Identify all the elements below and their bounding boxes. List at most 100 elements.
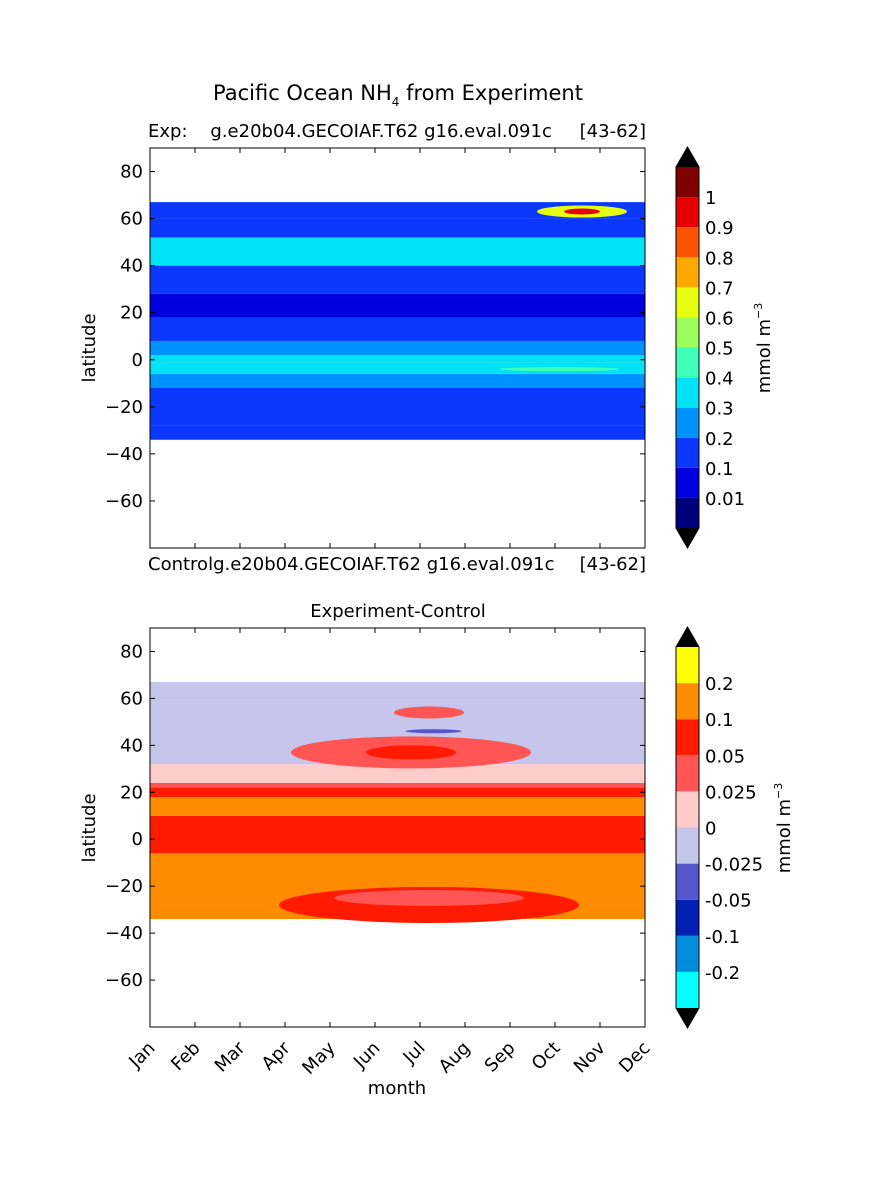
- top-feature-patch-0.4: [248, 238, 439, 261]
- colorbar-swatch: [676, 437, 699, 468]
- colorbar-tick-label: 0.05: [705, 746, 745, 767]
- top-subplot: Exp: g.e20b04.GECOIAF.T62 g16.eval.091c …: [79, 121, 775, 575]
- colorbar-outline: [675, 625, 700, 1030]
- xtick-label-feb: Feb: [167, 1038, 204, 1075]
- colorbar-tick-label: 0.1: [705, 459, 734, 480]
- colorbar-tick-label: 0: [705, 819, 716, 840]
- colorbar-swatch: [676, 827, 699, 864]
- top-title-left: Exp: g.e20b04.GECOIAF.T62 g16.eval.091c: [148, 121, 552, 142]
- colorbar-swatch: [676, 935, 699, 972]
- xtick-label-nov: Nov: [570, 1037, 610, 1077]
- colorbar-swatch: [676, 863, 699, 900]
- ytick-label: 80: [120, 162, 143, 183]
- ytick-label: −60: [105, 491, 143, 512]
- colorbar-swatch: [676, 755, 699, 792]
- xtick-label-dec: Dec: [615, 1038, 654, 1077]
- colorbar-tick-label: -0.05: [705, 891, 752, 912]
- ytick-label: 60: [120, 688, 143, 709]
- figure-title: Pacific Ocean NH4 from Experiment: [213, 81, 583, 109]
- ytick-label: −20: [105, 876, 143, 897]
- colorbar-tick-label: 0.025: [705, 782, 757, 803]
- top-colorbar: 0.01 0.1 0.2 0.3 0.4 0.5 0.6 0.7 0.8 0.9 1: [675, 145, 745, 550]
- bottom-band-6: [150, 764, 645, 783]
- colorbar-swatch: [676, 791, 699, 828]
- ytick-label: 20: [120, 303, 143, 324]
- top-field: [150, 202, 645, 440]
- ytick-label: −20: [105, 397, 143, 418]
- title-subscript: 4: [392, 95, 400, 109]
- colorbar-swatch: [676, 317, 699, 348]
- colorbar-swatch: [676, 227, 699, 258]
- colorbar-swatch: [676, 647, 699, 684]
- top-band-8: [150, 265, 645, 294]
- top-ylabel: latitude: [79, 313, 100, 382]
- colorbar-tick-label: 0.7: [705, 278, 734, 299]
- colorbar-swatch: [676, 407, 699, 438]
- bottom-band-4: [150, 787, 645, 797]
- top-band-6: [150, 317, 645, 341]
- colorbar-extend-bottom: [676, 528, 699, 548]
- colorbar-extend-bottom: [676, 1008, 699, 1028]
- bottom-feature-southern-arc-inner: [334, 889, 524, 906]
- xtick-label-jul: Jul: [399, 1038, 430, 1069]
- ytick-label: 80: [120, 641, 143, 662]
- colorbar-tick-label: -0.1: [705, 927, 740, 948]
- bottom-yaxis: 80 60 40 20 0 −20 −40 −60: [105, 641, 645, 991]
- colorbar-tick-label: -0.2: [705, 963, 740, 984]
- colorbar-tick-label: 0.3: [705, 399, 734, 420]
- xtick-label-aug: Aug: [435, 1038, 475, 1078]
- colorbar-swatch: [676, 719, 699, 756]
- xtick-label-apr: Apr: [258, 1037, 295, 1074]
- top-xlabel-control: Controlg.e20b04.GECOIAF.T62 g16.eval.091…: [148, 554, 555, 575]
- colorbar-tick-label: 0.9: [705, 218, 734, 239]
- top-band-3: [150, 362, 645, 374]
- top-band-4: [150, 355, 645, 363]
- xtick-label-sep: Sep: [481, 1038, 520, 1077]
- colorbar-swatch: [676, 287, 699, 318]
- colorbar-tick-label: 0.2: [705, 674, 734, 695]
- bottom-band-8: [150, 681, 645, 704]
- bottom-feature-patch-neg0.05: [405, 729, 462, 734]
- colorbar-outline: [675, 145, 700, 550]
- top-band-1: [150, 388, 645, 426]
- colorbar-tick-label: 0.8: [705, 248, 734, 269]
- bottom-colorbar: -0.2 -0.1 -0.05 -0.025 0 0.025 0.05 0.1 0.2: [675, 625, 763, 1030]
- top-band-2: [150, 373, 645, 388]
- ytick-label: 0: [132, 350, 143, 371]
- colorbar-swatch: [676, 899, 699, 936]
- ytick-label: 60: [120, 209, 143, 230]
- ytick-label: 20: [120, 782, 143, 803]
- colorbar-swatch: [676, 683, 699, 720]
- colorbar-swatch: [676, 497, 699, 528]
- top-feature-max-core: [564, 208, 600, 215]
- ytick-label: 40: [120, 735, 143, 756]
- bottom-band-2: [150, 815, 645, 854]
- colorbar-tick-label: -0.025: [705, 855, 763, 876]
- top-yaxis: 80 60 40 20 0 −20 −40 −60: [105, 162, 645, 512]
- colorbar-swatch: [676, 197, 699, 228]
- top-band-10: [150, 218, 645, 238]
- bottom-colorbar-label: mmol m−3: [772, 783, 795, 874]
- ytick-label: −40: [105, 444, 143, 465]
- top-band-5: [150, 340, 645, 356]
- bottom-title: Experiment-Control: [310, 601, 486, 622]
- bottom-feature-core-inner: [366, 745, 456, 760]
- ytick-label: −60: [105, 970, 143, 991]
- bottom-band-5: [150, 782, 645, 788]
- bottom-xlabel: month: [368, 1078, 426, 1099]
- colorbar-tick-label: 0.4: [705, 369, 734, 390]
- xtick-label-jan: Jan: [124, 1038, 159, 1073]
- colorbar-extend-top: [676, 147, 699, 167]
- top-feature-equatorial: [499, 367, 620, 372]
- bottom-subplot: Experiment-Control 80 60 40 20 0 −20 −40 −60 Ja…: [79, 601, 795, 1099]
- xtick-label-mar: Mar: [211, 1037, 250, 1076]
- top-band-11: [150, 202, 645, 219]
- bottom-field: [150, 681, 645, 923]
- xtick-label-jun: Jun: [349, 1038, 384, 1073]
- top-band-7: [150, 293, 645, 318]
- colorbar-swatch: [676, 167, 699, 198]
- colorbar-tick-label: 0.01: [705, 489, 745, 510]
- top-xaxis-ticks: [149, 148, 646, 548]
- colorbar-tick-label: 1: [705, 188, 716, 209]
